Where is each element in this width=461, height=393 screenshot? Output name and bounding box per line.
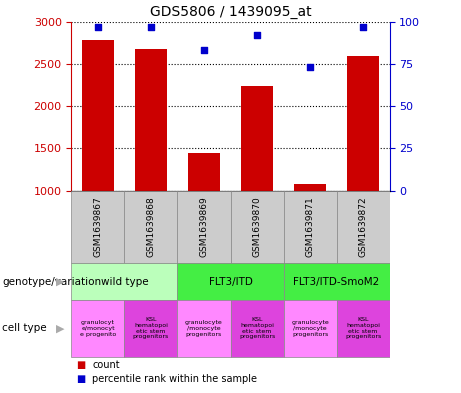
Text: wild type: wild type [100, 277, 148, 286]
Bar [284, 300, 337, 356]
Text: FLT3/ITD-SmoM2: FLT3/ITD-SmoM2 [293, 277, 380, 286]
Text: GSM1639868: GSM1639868 [147, 196, 155, 257]
Point [200, 47, 207, 53]
Text: GSM1639867: GSM1639867 [94, 196, 102, 257]
Text: GSM1639872: GSM1639872 [359, 197, 367, 257]
Bar [230, 300, 284, 356]
Point [148, 24, 155, 30]
Point [306, 64, 313, 70]
Text: ▶: ▶ [56, 277, 64, 286]
Text: KSL
hematopoi
etic stem
progenitors: KSL hematopoi etic stem progenitors [133, 317, 169, 340]
Bar [71, 191, 124, 263]
Bar [82, 40, 114, 191]
Point [254, 32, 261, 38]
Bar [337, 300, 390, 356]
Text: KSL
hematopoi
etic stem
progenitors: KSL hematopoi etic stem progenitors [239, 317, 275, 340]
Bar [284, 263, 390, 300]
Bar [230, 191, 284, 263]
Bar [347, 56, 379, 191]
Bar [135, 50, 167, 191]
Bar [177, 191, 230, 263]
Text: FLT3/ITD: FLT3/ITD [208, 277, 253, 286]
Text: KSL
hematopoi
etic stem
progenitors: KSL hematopoi etic stem progenitors [345, 317, 381, 340]
Text: GSM1639870: GSM1639870 [253, 196, 261, 257]
Text: ▶: ▶ [56, 323, 64, 333]
Bar [177, 263, 284, 300]
Text: ■: ■ [76, 374, 85, 384]
Bar [124, 300, 177, 356]
Bar [337, 191, 390, 263]
Text: genotype/variation: genotype/variation [2, 277, 101, 286]
Bar [241, 86, 273, 191]
Point [94, 24, 101, 30]
Text: granulocyt
e/monocyt
e progenito: granulocyt e/monocyt e progenito [80, 320, 116, 336]
Text: GSM1639869: GSM1639869 [200, 196, 208, 257]
Bar [284, 191, 337, 263]
Title: GDS5806 / 1439095_at: GDS5806 / 1439095_at [150, 5, 311, 19]
Text: ■: ■ [76, 360, 85, 370]
Point [359, 24, 366, 30]
Text: percentile rank within the sample: percentile rank within the sample [92, 374, 257, 384]
Bar [188, 152, 220, 191]
Text: GSM1639871: GSM1639871 [306, 196, 314, 257]
Text: cell type: cell type [2, 323, 47, 333]
Text: granulocyte
/monocyte
progenitors: granulocyte /monocyte progenitors [185, 320, 223, 336]
Bar [71, 300, 124, 356]
Bar [124, 191, 177, 263]
Text: count: count [92, 360, 120, 370]
Bar [294, 184, 326, 191]
Bar [177, 300, 230, 356]
Text: granulocyte
/monocyte
progenitors: granulocyte /monocyte progenitors [291, 320, 329, 336]
Bar [71, 263, 177, 300]
